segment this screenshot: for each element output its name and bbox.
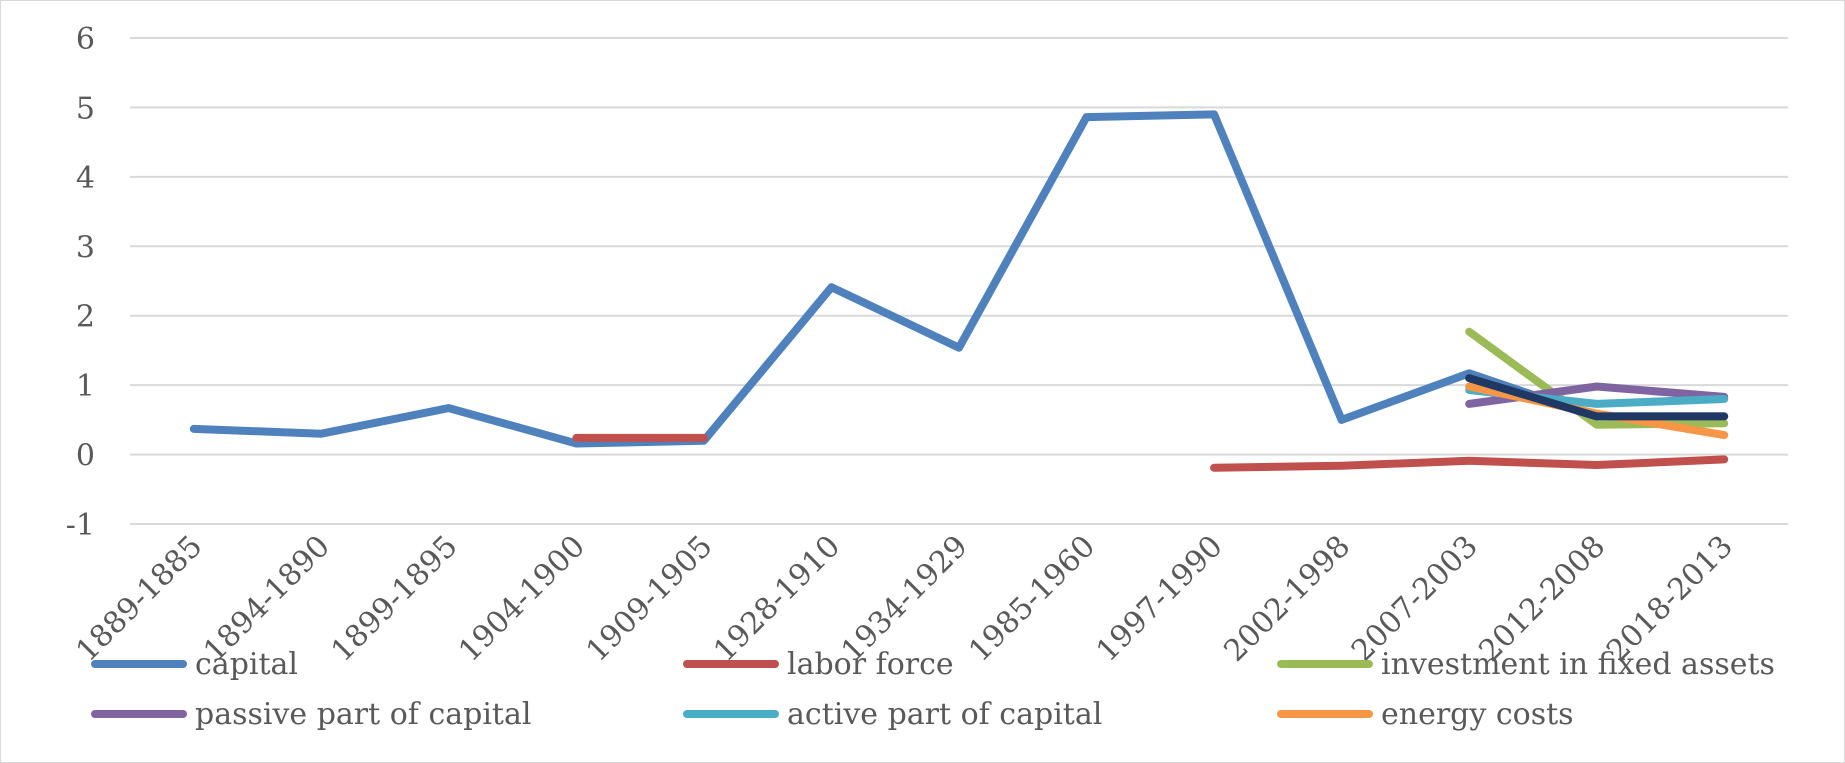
- y-axis-tick-labels: -1 0 1 2 3 4 5 6: [66, 22, 95, 543]
- x-tick-label: 1909-1905: [580, 529, 720, 669]
- legend-label: capital: [195, 647, 298, 682]
- legend-label: active part of capital: [787, 697, 1102, 732]
- y-tick-label: 5: [76, 91, 95, 126]
- y-tick-label: 0: [76, 439, 95, 474]
- series-lines: [189, 110, 1729, 472]
- y-tick-label: 4: [76, 161, 95, 196]
- gridlines: [130, 37, 1788, 525]
- x-tick-label: 1889-1885: [70, 529, 210, 669]
- series-line-1: [1210, 455, 1729, 472]
- x-tick-label: 2002-1998: [1217, 529, 1357, 669]
- series-line-0: [189, 110, 1729, 448]
- legend: capital labor force investment in fixed as…: [91, 647, 1775, 732]
- y-tick-label: -1: [66, 508, 95, 543]
- y-tick-label: 3: [76, 230, 95, 265]
- legend-label: investment in fixed assets: [1381, 647, 1775, 682]
- series-line-6: [1465, 374, 1729, 421]
- legend-label: energy costs: [1381, 697, 1574, 732]
- x-tick-label: 1997-1990: [1090, 529, 1230, 669]
- y-tick-label: 2: [76, 300, 95, 335]
- legend-label: labor force: [787, 647, 954, 682]
- y-tick-label: 6: [76, 22, 95, 57]
- legend-label: passive part of capital: [195, 697, 531, 732]
- series-line-2: [1465, 327, 1729, 429]
- x-tick-label: 1904-1900: [452, 529, 592, 669]
- x-tick-label: 1985-1960: [962, 529, 1102, 669]
- y-tick-label: 1: [76, 369, 95, 404]
- x-tick-label: 1899-1895: [325, 529, 465, 669]
